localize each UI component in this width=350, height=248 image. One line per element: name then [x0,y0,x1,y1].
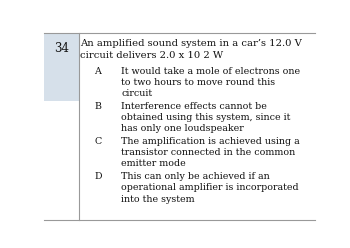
Text: An amplified sound system in a car’s 12.0 V: An amplified sound system in a car’s 12.… [80,39,302,48]
Text: transistor connected in the common: transistor connected in the common [121,148,295,157]
Text: emitter mode: emitter mode [121,159,186,168]
Text: into the system: into the system [121,195,195,204]
Text: This can only be achieved if an: This can only be achieved if an [121,172,270,181]
Bar [44,33,79,101]
Text: obtained using this system, since it: obtained using this system, since it [121,113,290,122]
Text: B: B [94,102,101,111]
Text: It would take a mole of electrons one: It would take a mole of electrons one [121,67,300,76]
Text: C: C [94,137,101,146]
Text: Interference effects cannot be: Interference effects cannot be [121,102,267,111]
Text: D: D [94,172,102,181]
Text: A: A [94,67,101,76]
Text: operational amplifier is incorporated: operational amplifier is incorporated [121,184,299,192]
Text: circuit: circuit [121,89,152,98]
Text: circuit delivers 2.0 x 10 2 W: circuit delivers 2.0 x 10 2 W [80,51,224,60]
Text: has only one loudspeaker: has only one loudspeaker [121,124,244,133]
Text: to two hours to move round this: to two hours to move round this [121,78,275,87]
Text: The amplification is achieved using a: The amplification is achieved using a [121,137,300,146]
Text: 34: 34 [54,42,69,55]
